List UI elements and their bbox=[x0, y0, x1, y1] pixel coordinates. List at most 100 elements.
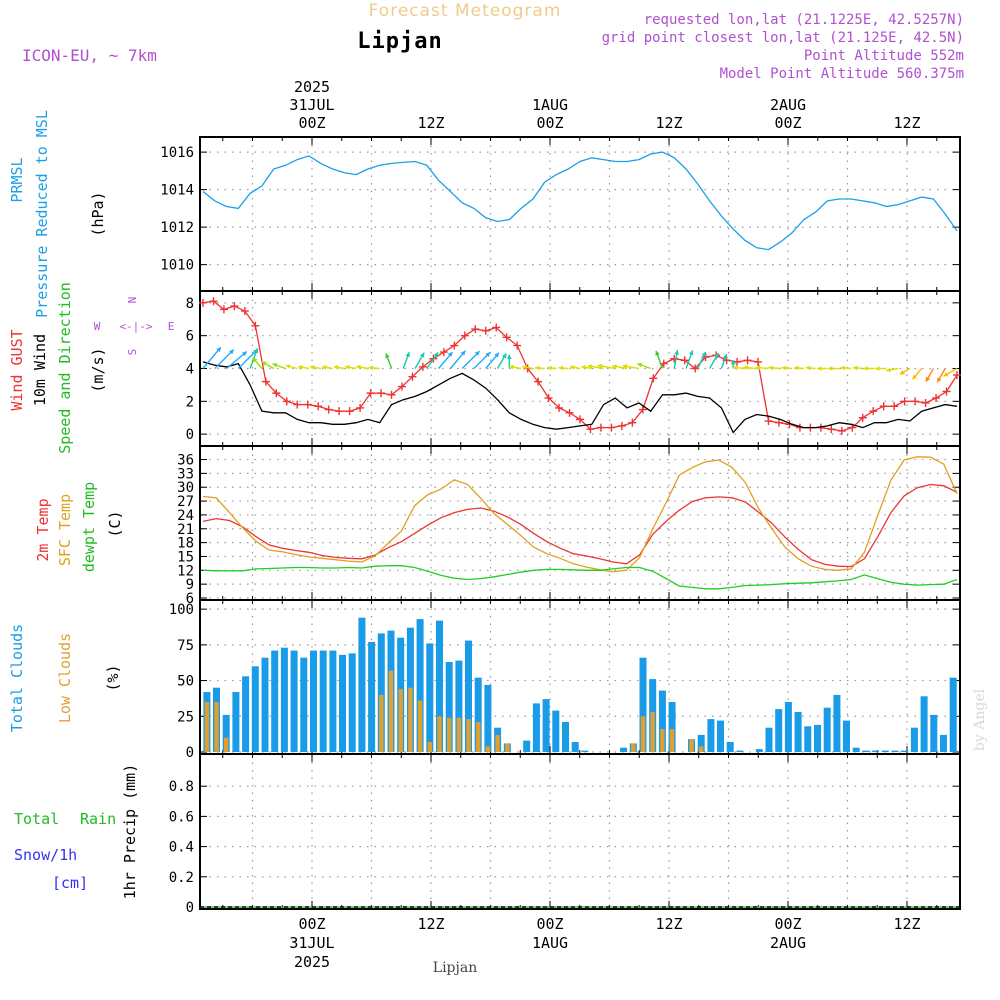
gust-marker bbox=[209, 297, 218, 306]
panel-wind: 0 2 4 6 8 Wind GUST 10m Wind Speed and Directio… bbox=[8, 282, 961, 454]
total-cloud-bar bbox=[833, 694, 841, 752]
total-cloud-bar bbox=[232, 692, 240, 752]
series-line-pressure-0 bbox=[202, 151, 958, 251]
y-tick-label: 50 bbox=[177, 674, 194, 690]
grid-point-coords: grid point closest lon,lat (21.125E, 42.… bbox=[602, 30, 964, 46]
wind-arrow-head bbox=[420, 352, 425, 358]
total-cloud-bar bbox=[339, 654, 346, 752]
y-tick-label: 12 bbox=[177, 563, 194, 579]
total-cloud-bar bbox=[532, 703, 540, 752]
low-cloud-bar bbox=[505, 743, 510, 752]
total-cloud-bar bbox=[658, 690, 666, 752]
gust-marker bbox=[282, 397, 291, 406]
top-time-label: 12Z bbox=[893, 114, 920, 132]
wind-arrow-head bbox=[581, 365, 586, 370]
gust-marker bbox=[649, 374, 658, 383]
gust-marker bbox=[586, 425, 595, 434]
y-tick-label: 4 bbox=[186, 362, 194, 378]
bottom-time-label: 00Z bbox=[774, 915, 801, 933]
wind-arrow-head bbox=[261, 361, 267, 366]
wind-arrow-head bbox=[828, 366, 833, 371]
low-cloud-bar bbox=[631, 743, 636, 752]
wind-arrow-head bbox=[229, 349, 234, 355]
wind-arrow-head bbox=[569, 365, 575, 370]
total-cloud-bar bbox=[910, 727, 918, 752]
wind-arrow-head bbox=[322, 365, 327, 370]
total-cloud-bar bbox=[920, 696, 928, 752]
precip-unit-label: 1hr Precip (mm) bbox=[121, 764, 139, 899]
low-cloud-bar bbox=[214, 702, 219, 752]
top-time-label: 00Z bbox=[298, 114, 325, 132]
gust-marker bbox=[387, 390, 396, 399]
wind-arrow-head bbox=[356, 364, 361, 370]
y-tick-label: 8 bbox=[186, 296, 194, 312]
low-cloud-bar bbox=[650, 712, 655, 752]
station-title: Lipjan bbox=[357, 29, 442, 54]
low-cloud-bar bbox=[447, 717, 452, 752]
gust-marker bbox=[638, 405, 647, 414]
total-cloud-bar bbox=[949, 677, 957, 752]
total-cloud-bar bbox=[581, 750, 589, 752]
compass-w: W bbox=[94, 320, 101, 333]
wind-arrow-head bbox=[474, 351, 480, 356]
y-tick-label: 6 bbox=[186, 329, 194, 345]
y-tick-label: 30 bbox=[177, 480, 194, 496]
compass-e: E bbox=[168, 320, 175, 333]
watermark: by Angel bbox=[972, 688, 988, 751]
panel-label-cloud: Low Clouds bbox=[56, 633, 74, 723]
total-cloud-bar bbox=[726, 742, 734, 752]
y-tick-label: 0 bbox=[186, 900, 194, 916]
panel-label-temp: SFC Temp bbox=[56, 494, 74, 566]
series-line-wind-1 bbox=[202, 361, 958, 434]
total-cloud-bar bbox=[300, 657, 308, 752]
wind-arrow-head bbox=[655, 350, 660, 356]
wind-arrow-head bbox=[494, 352, 499, 358]
y-tick-label: 18 bbox=[177, 536, 194, 552]
gust-marker bbox=[628, 418, 637, 427]
panel-frame bbox=[199, 136, 961, 292]
panel-label-pressure: (hPa) bbox=[89, 191, 107, 236]
wind-arrow-head bbox=[805, 365, 811, 371]
total-cloud-bar bbox=[775, 709, 783, 752]
total-cloud-bar bbox=[814, 724, 821, 752]
gust-marker bbox=[335, 407, 344, 416]
total-cloud-bar bbox=[881, 750, 889, 752]
total-cloud-bar bbox=[843, 720, 850, 752]
y-tick-label: 1014 bbox=[160, 183, 194, 199]
precip-label-rain: Rain bbox=[80, 810, 116, 828]
total-cloud-bar bbox=[280, 647, 288, 752]
wind-arrow-head bbox=[730, 360, 736, 365]
panel-label-pressure: PRMSL bbox=[8, 157, 26, 202]
wind-arrow-head bbox=[252, 357, 258, 363]
gust-marker bbox=[356, 403, 365, 412]
panel-frame bbox=[199, 753, 961, 910]
y-tick-label: 1010 bbox=[160, 258, 194, 274]
low-cloud-bar bbox=[388, 670, 394, 752]
wind-arrow-head bbox=[688, 350, 694, 356]
y-tick-label: 75 bbox=[177, 638, 194, 654]
total-cloud-bar bbox=[465, 640, 472, 752]
wind-arrow-head bbox=[485, 352, 491, 358]
wind-arrow bbox=[214, 348, 235, 369]
total-cloud-bar bbox=[707, 719, 715, 752]
total-cloud-bar bbox=[445, 662, 453, 752]
low-cloud-bar bbox=[495, 734, 500, 752]
total-cloud-bar bbox=[251, 666, 259, 752]
top-time-label: 12Z bbox=[655, 114, 682, 132]
total-cloud-bar bbox=[319, 650, 327, 752]
wind-arrow-head bbox=[714, 353, 719, 358]
low-cloud-bar bbox=[437, 716, 442, 752]
wind-arrow-head bbox=[253, 348, 259, 354]
total-cloud-bar bbox=[377, 633, 385, 752]
gust-marker bbox=[565, 408, 574, 417]
gust-marker bbox=[377, 389, 386, 398]
y-tick-label: 1012 bbox=[160, 220, 194, 236]
gust-marker bbox=[219, 305, 228, 314]
gust-marker bbox=[293, 400, 302, 409]
y-tick-label: 24 bbox=[177, 508, 194, 524]
y-tick-label: 21 bbox=[177, 522, 194, 538]
wind-arrow-head bbox=[309, 365, 315, 370]
panel-label-cloud: (%) bbox=[104, 664, 122, 691]
